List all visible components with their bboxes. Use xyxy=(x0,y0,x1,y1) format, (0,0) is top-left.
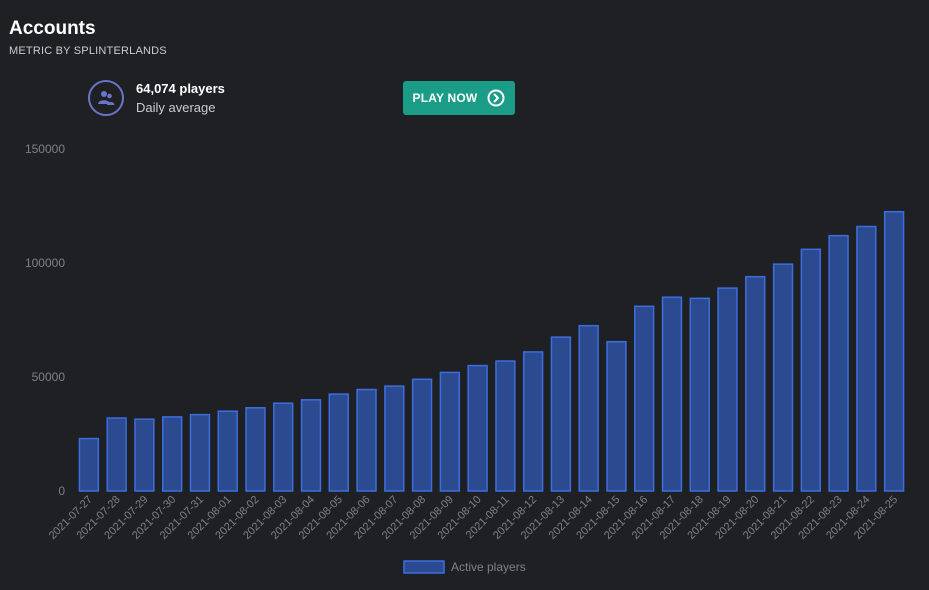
chevron-right-circle-icon xyxy=(487,89,505,107)
y-tick-label: 100000 xyxy=(25,256,65,270)
bar xyxy=(189,413,211,492)
bar xyxy=(828,234,849,492)
page-subtitle: METRIC BY SPLINTERLANDS xyxy=(9,45,167,57)
users-icon xyxy=(88,80,124,116)
bar xyxy=(689,297,710,492)
bar xyxy=(745,275,766,492)
y-tick-label: 0 xyxy=(58,484,65,498)
bar xyxy=(634,305,655,492)
header: Accounts METRIC BY SPLINTERLANDS xyxy=(9,18,167,57)
bar xyxy=(134,418,155,492)
bar xyxy=(550,336,572,492)
bar xyxy=(161,416,183,492)
y-tick-label: 50000 xyxy=(32,370,66,384)
legend-swatch xyxy=(403,560,445,574)
bar xyxy=(328,393,349,492)
stat-label: Daily average xyxy=(136,100,216,115)
page-title: Accounts xyxy=(9,18,96,39)
bar xyxy=(245,407,266,492)
bar xyxy=(578,324,599,492)
bar xyxy=(78,437,100,492)
legend-label: Active players xyxy=(451,560,526,574)
daily-average-stat: 64,074 players Daily average xyxy=(88,80,225,116)
play-now-button[interactable]: PLAY NOW xyxy=(403,81,515,115)
bar xyxy=(856,225,877,492)
bar xyxy=(439,371,461,492)
bar xyxy=(606,340,627,492)
bar xyxy=(661,296,683,492)
bar xyxy=(467,364,488,492)
y-tick-label: 150000 xyxy=(25,142,65,156)
bar xyxy=(717,287,738,492)
play-now-label: PLAY NOW xyxy=(412,91,478,105)
stat-value: 64,074 players xyxy=(136,81,225,96)
bar xyxy=(106,417,127,492)
bar xyxy=(522,351,544,492)
bar xyxy=(300,399,322,492)
bar xyxy=(772,263,794,492)
bar xyxy=(217,410,238,492)
bar xyxy=(883,210,905,492)
bar xyxy=(356,388,377,492)
bar xyxy=(273,402,294,492)
bar xyxy=(800,248,822,492)
bar xyxy=(384,385,405,492)
bar xyxy=(495,360,516,492)
bar xyxy=(411,378,433,492)
